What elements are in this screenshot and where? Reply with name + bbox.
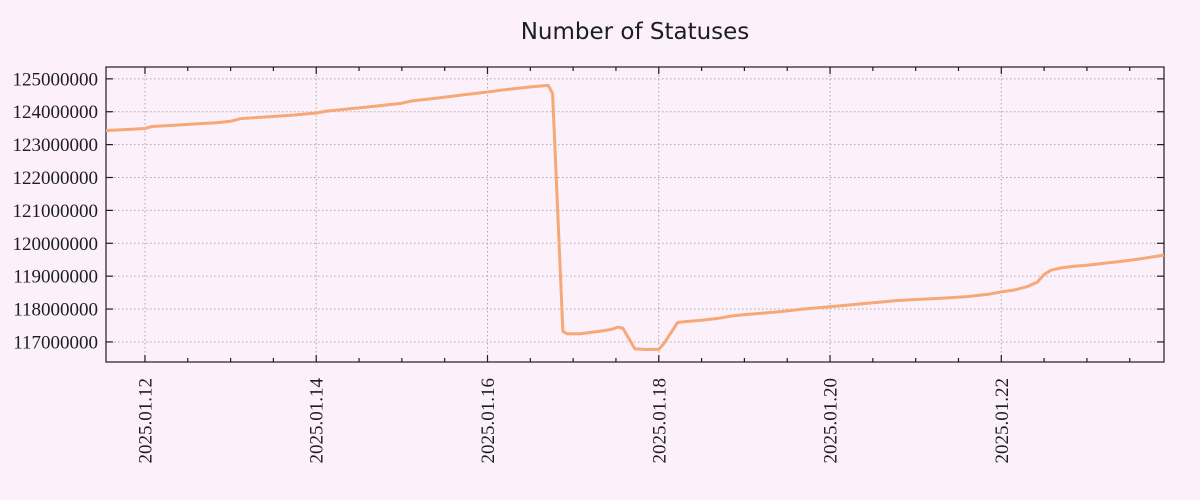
- data-line-statuses: [105, 83, 1165, 351]
- y-axis-label: 120000000: [13, 234, 99, 255]
- y-axis-label: 121000000: [13, 201, 99, 222]
- x-axis-label: 2025.01.20: [821, 378, 842, 464]
- y-axis-label: 118000000: [13, 300, 98, 321]
- y-axis-label: 119000000: [13, 267, 98, 288]
- x-axis-label: 2025.01.18: [649, 378, 670, 464]
- x-axis-label: 2025.01.16: [478, 378, 499, 464]
- x-axis-label: 2025.01.12: [135, 378, 156, 464]
- y-axis-label: 122000000: [13, 168, 99, 189]
- y-axis-label: 125000000: [13, 69, 99, 90]
- chart-title: Number of Statuses: [521, 19, 750, 45]
- x-axis-label: 2025.01.22: [992, 378, 1013, 464]
- plot-border: [105, 66, 1165, 363]
- y-axis-label: 117000000: [13, 332, 98, 353]
- y-axis-label: 123000000: [13, 135, 99, 156]
- x-axis-label: 2025.01.14: [307, 378, 328, 464]
- y-axis-label: 124000000: [13, 102, 99, 123]
